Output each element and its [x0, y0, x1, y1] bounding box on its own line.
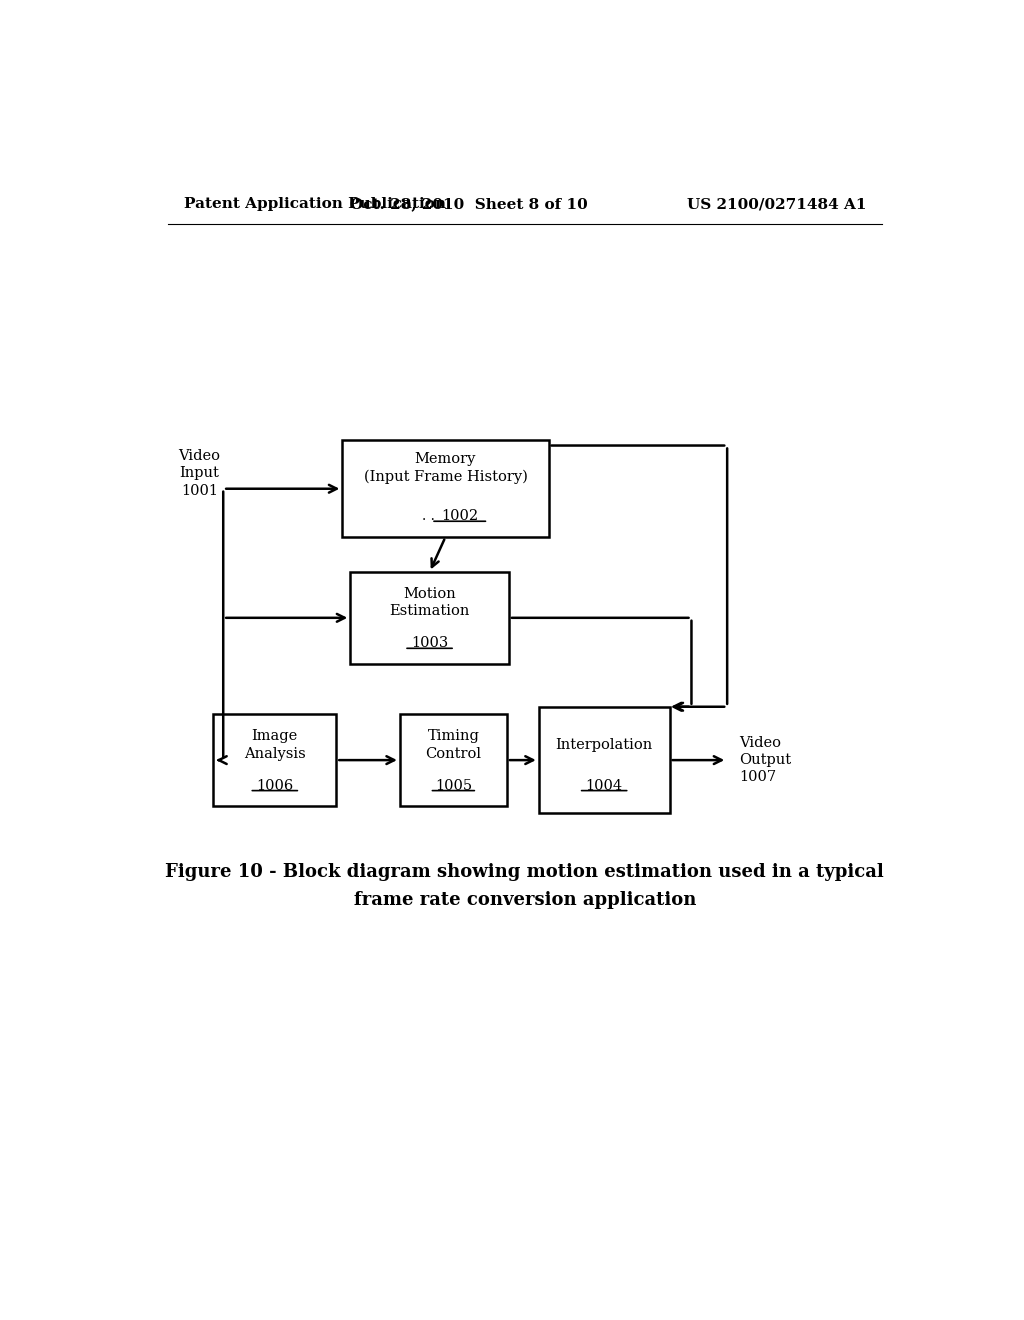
Text: Memory
(Input Frame History): Memory (Input Frame History) [364, 453, 527, 484]
Bar [399, 714, 507, 805]
Text: 1002: 1002 [441, 510, 478, 523]
Text: 1005: 1005 [435, 779, 472, 792]
Text: 1003: 1003 [411, 636, 449, 651]
Bar [539, 706, 670, 813]
Text: 1006: 1006 [256, 779, 294, 792]
Bar [213, 714, 336, 805]
Text: 1004: 1004 [586, 779, 623, 792]
Text: frame rate conversion application: frame rate conversion application [353, 891, 696, 909]
Text: Figure 10 - Block diagram showing motion estimation used in a typical: Figure 10 - Block diagram showing motion… [166, 863, 884, 880]
Text: Timing
Control: Timing Control [425, 729, 481, 760]
Text: US 2100/0271484 A1: US 2100/0271484 A1 [686, 197, 866, 211]
Text: Interpolation: Interpolation [556, 738, 652, 752]
Text: . .: . . [422, 510, 434, 523]
Text: Video
Output
1007: Video Output 1007 [739, 735, 792, 784]
Bar [342, 441, 549, 537]
Text: Image
Analysis: Image Analysis [244, 729, 306, 760]
Bar [350, 572, 509, 664]
Text: Motion
Estimation: Motion Estimation [389, 587, 470, 618]
Text: Patent Application Publication: Patent Application Publication [183, 197, 445, 211]
Text: Oct. 28, 2010  Sheet 8 of 10: Oct. 28, 2010 Sheet 8 of 10 [350, 197, 588, 211]
Text: Video
Input
1001: Video Input 1001 [178, 449, 220, 498]
